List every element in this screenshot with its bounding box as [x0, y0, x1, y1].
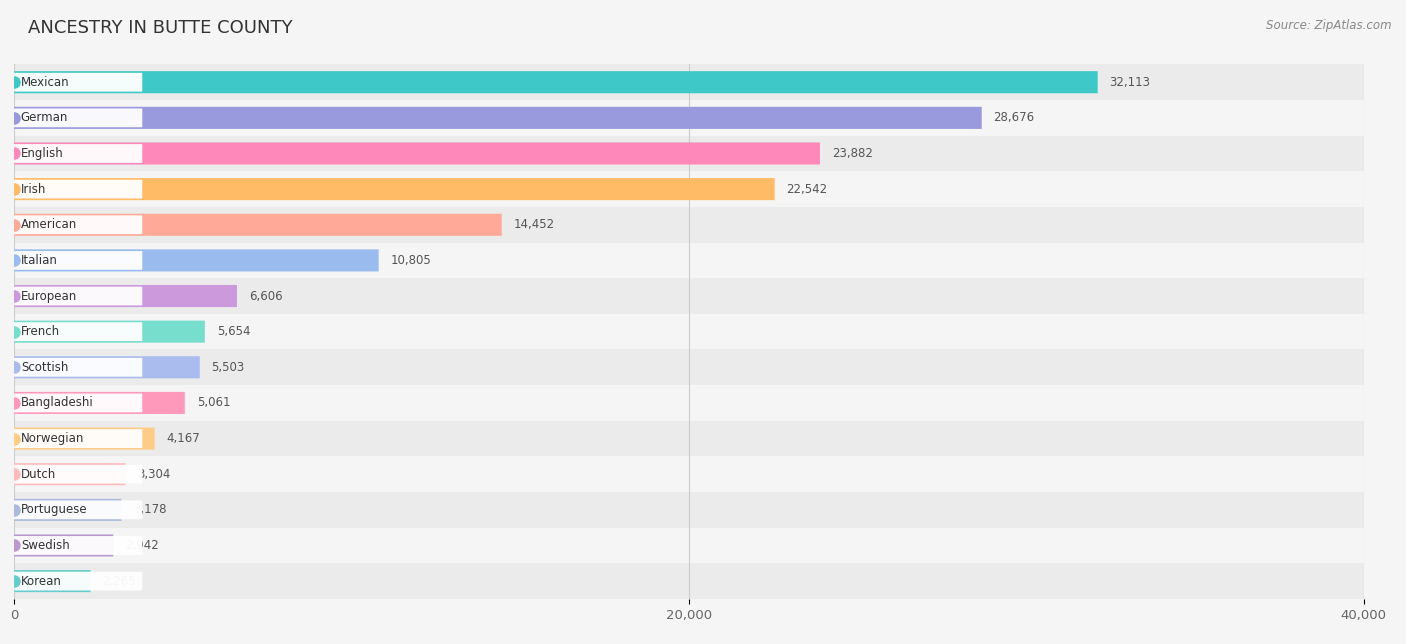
Text: American: American [21, 218, 77, 231]
Bar [14, 64, 1364, 100]
FancyBboxPatch shape [14, 142, 820, 164]
Text: Mexican: Mexican [21, 76, 69, 89]
Text: ANCESTRY IN BUTTE COUNTY: ANCESTRY IN BUTTE COUNTY [28, 19, 292, 37]
Text: 3,304: 3,304 [138, 468, 170, 480]
Bar [14, 457, 1364, 492]
FancyBboxPatch shape [14, 500, 142, 519]
FancyBboxPatch shape [14, 463, 125, 485]
FancyBboxPatch shape [14, 73, 142, 91]
Text: 23,882: 23,882 [832, 147, 873, 160]
Text: French: French [21, 325, 60, 338]
FancyBboxPatch shape [14, 429, 142, 448]
Text: German: German [21, 111, 69, 124]
Text: 28,676: 28,676 [994, 111, 1035, 124]
Text: 32,113: 32,113 [1109, 76, 1150, 89]
FancyBboxPatch shape [14, 214, 502, 236]
Text: 5,503: 5,503 [211, 361, 245, 374]
FancyBboxPatch shape [14, 392, 184, 414]
Text: Korean: Korean [21, 574, 62, 587]
Bar [14, 100, 1364, 136]
FancyBboxPatch shape [14, 180, 142, 198]
Text: European: European [21, 290, 77, 303]
Text: Dutch: Dutch [21, 468, 56, 480]
FancyBboxPatch shape [14, 108, 142, 128]
FancyBboxPatch shape [14, 107, 981, 129]
FancyBboxPatch shape [14, 572, 142, 591]
Text: 4,167: 4,167 [166, 432, 200, 445]
FancyBboxPatch shape [14, 358, 142, 377]
FancyBboxPatch shape [14, 215, 142, 234]
Text: Italian: Italian [21, 254, 58, 267]
Text: 22,542: 22,542 [786, 183, 828, 196]
Bar [14, 527, 1364, 564]
Text: Scottish: Scottish [21, 361, 69, 374]
Text: Bangladeshi: Bangladeshi [21, 397, 94, 410]
Bar [14, 207, 1364, 243]
FancyBboxPatch shape [14, 570, 90, 592]
Text: 2,942: 2,942 [125, 539, 159, 552]
Bar [14, 243, 1364, 278]
FancyBboxPatch shape [14, 428, 155, 450]
FancyBboxPatch shape [14, 356, 200, 378]
Text: Portuguese: Portuguese [21, 504, 87, 516]
FancyBboxPatch shape [14, 287, 142, 305]
Text: 5,061: 5,061 [197, 397, 231, 410]
FancyBboxPatch shape [14, 321, 205, 343]
FancyBboxPatch shape [14, 249, 378, 271]
FancyBboxPatch shape [14, 251, 142, 270]
FancyBboxPatch shape [14, 535, 114, 556]
Text: 10,805: 10,805 [391, 254, 432, 267]
Bar [14, 564, 1364, 599]
Bar [14, 492, 1364, 527]
Text: 5,654: 5,654 [217, 325, 250, 338]
FancyBboxPatch shape [14, 499, 121, 521]
Text: Source: ZipAtlas.com: Source: ZipAtlas.com [1267, 19, 1392, 32]
FancyBboxPatch shape [14, 393, 142, 412]
FancyBboxPatch shape [14, 285, 238, 307]
FancyBboxPatch shape [14, 536, 142, 555]
Bar [14, 171, 1364, 207]
Bar [14, 421, 1364, 457]
Text: 6,606: 6,606 [249, 290, 283, 303]
Bar [14, 278, 1364, 314]
Bar [14, 314, 1364, 350]
FancyBboxPatch shape [14, 322, 142, 341]
Bar [14, 350, 1364, 385]
Text: 14,452: 14,452 [513, 218, 554, 231]
Text: Swedish: Swedish [21, 539, 69, 552]
FancyBboxPatch shape [14, 465, 142, 484]
Bar [14, 385, 1364, 421]
Text: Norwegian: Norwegian [21, 432, 84, 445]
Text: 2,265: 2,265 [103, 574, 136, 587]
Bar [14, 136, 1364, 171]
FancyBboxPatch shape [14, 144, 142, 163]
FancyBboxPatch shape [14, 71, 1098, 93]
Text: Irish: Irish [21, 183, 46, 196]
Text: English: English [21, 147, 63, 160]
FancyBboxPatch shape [14, 178, 775, 200]
Text: 3,178: 3,178 [134, 504, 166, 516]
